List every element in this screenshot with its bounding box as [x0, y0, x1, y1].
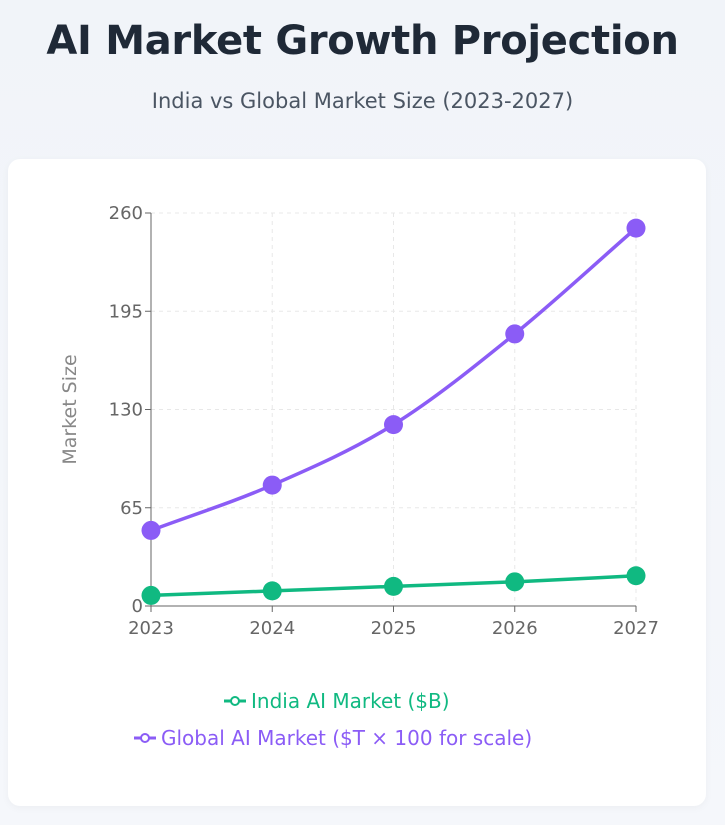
legend-swatch-marker	[230, 696, 240, 706]
legend-swatch-marker	[140, 733, 150, 743]
y-axis-title: Market Size	[59, 354, 81, 464]
data-point	[262, 581, 282, 601]
x-tick-label: 2023	[128, 618, 174, 639]
data-point	[384, 415, 403, 435]
data-point	[626, 218, 646, 238]
series-layer	[141, 218, 646, 605]
y-tick-label: 130	[109, 400, 143, 421]
data-point	[141, 520, 161, 540]
y-tick-label: 260	[109, 203, 143, 224]
data-point	[384, 576, 403, 596]
data-point	[141, 585, 161, 605]
chart-card	[8, 159, 706, 806]
y-tick-label: 195	[109, 301, 143, 322]
page-subtitle: India vs Global Market Size (2023-2027)	[151, 89, 574, 113]
data-point	[262, 475, 282, 495]
y-tick-label: 0	[132, 596, 143, 617]
data-point	[505, 572, 525, 592]
data-point	[505, 324, 525, 344]
y-tick-label: 65	[120, 498, 143, 519]
x-tick-label: 2024	[249, 618, 295, 639]
axes: 0 65 130 195 260 2023 2024 2025 2026 2027 Market S…	[59, 203, 659, 639]
grid	[151, 212, 637, 606]
legend: India AI Market ($B) Global AI Market ($T…	[134, 689, 532, 750]
page-title: AI Market Growth Projection	[46, 18, 679, 64]
x-tick-label: 2025	[371, 618, 417, 639]
data-point	[626, 566, 646, 586]
x-tick-label: 2026	[492, 618, 538, 639]
legend-label: India AI Market ($B)	[251, 689, 450, 713]
legend-label: Global AI Market ($T × 100 for scale)	[161, 726, 532, 750]
x-tick-label: 2027	[613, 618, 659, 639]
